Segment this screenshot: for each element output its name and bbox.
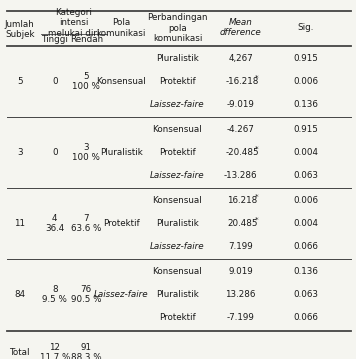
Text: 7
63.6 %: 7 63.6 % — [71, 214, 101, 233]
Text: 76
90.5 %: 76 90.5 % — [71, 285, 101, 304]
Text: Laissez-faire: Laissez-faire — [150, 242, 205, 251]
Text: 0.063: 0.063 — [293, 290, 318, 299]
Text: 4,267: 4,267 — [228, 54, 253, 63]
Text: 4
36.4: 4 36.4 — [45, 214, 64, 233]
Text: 13.286: 13.286 — [225, 290, 256, 299]
Text: Protektif: Protektif — [159, 313, 196, 322]
Text: 0: 0 — [52, 148, 58, 157]
Text: *: * — [255, 217, 258, 223]
Text: 5: 5 — [17, 77, 22, 86]
Text: Laissez-faire: Laissez-faire — [150, 100, 205, 109]
Text: -20.485: -20.485 — [226, 148, 259, 157]
Text: -16.218: -16.218 — [226, 77, 259, 86]
Text: Konsensual: Konsensual — [153, 267, 202, 276]
Text: Sig.: Sig. — [297, 23, 314, 32]
Text: Perbandingan
pola
komunikasi: Perbandingan pola komunikasi — [147, 13, 208, 43]
Text: Mean
dfference: Mean dfference — [220, 18, 262, 37]
Text: Pluralistik: Pluralistik — [156, 54, 199, 63]
Text: 16.218: 16.218 — [227, 196, 257, 205]
Text: 0: 0 — [52, 77, 58, 86]
Text: -7.199: -7.199 — [227, 313, 255, 322]
Text: Konsensual: Konsensual — [96, 77, 146, 86]
Text: 0.066: 0.066 — [293, 313, 318, 322]
Text: 7.199: 7.199 — [228, 242, 253, 251]
Text: Protektif: Protektif — [103, 219, 140, 228]
Text: Konsensual: Konsensual — [153, 125, 202, 134]
Text: 20.485: 20.485 — [227, 219, 258, 228]
Text: 11: 11 — [14, 219, 25, 228]
Text: 0.136: 0.136 — [293, 100, 318, 109]
Text: 0.006: 0.006 — [293, 77, 318, 86]
Text: 0.915: 0.915 — [293, 125, 318, 134]
Text: 91
88.3 %: 91 88.3 % — [71, 342, 101, 359]
Text: 0.004: 0.004 — [293, 148, 318, 157]
Text: Laissez-faire: Laissez-faire — [94, 290, 149, 299]
Text: Pluralistik: Pluralistik — [100, 148, 143, 157]
Text: Tinggi: Tinggi — [41, 35, 68, 45]
Text: Protektif: Protektif — [159, 148, 196, 157]
Text: -4.267: -4.267 — [227, 125, 255, 134]
Text: 9.019: 9.019 — [228, 267, 253, 276]
Text: 12
11.7 %: 12 11.7 % — [40, 342, 70, 359]
Text: 8
9.5 %: 8 9.5 % — [42, 285, 67, 304]
Text: -13.286: -13.286 — [224, 171, 257, 180]
Text: 3
100 %: 3 100 % — [72, 143, 100, 162]
Text: 0.136: 0.136 — [293, 267, 318, 276]
Text: *: * — [255, 75, 258, 81]
Text: 3: 3 — [17, 148, 22, 157]
Text: Rendah: Rendah — [70, 35, 103, 45]
Text: 0.066: 0.066 — [293, 242, 318, 251]
Text: Laissez-faire: Laissez-faire — [150, 171, 205, 180]
Text: 0.004: 0.004 — [293, 219, 318, 228]
Text: *: * — [255, 146, 258, 152]
Text: Pola
komunikasi: Pola komunikasi — [97, 18, 146, 38]
Text: -9.019: -9.019 — [227, 100, 255, 109]
Text: Konsensual: Konsensual — [153, 196, 202, 205]
Text: Kategori
intensi
melukai diri: Kategori intensi melukai diri — [48, 8, 100, 38]
Text: 84: 84 — [14, 290, 25, 299]
Text: Total: Total — [9, 348, 30, 357]
Text: Pluralistik: Pluralistik — [156, 290, 199, 299]
Text: Protektif: Protektif — [159, 77, 196, 86]
Text: 0.063: 0.063 — [293, 171, 318, 180]
Text: 0.915: 0.915 — [293, 54, 318, 63]
Text: 0.006: 0.006 — [293, 196, 318, 205]
Text: Pluralistik: Pluralistik — [156, 219, 199, 228]
Text: Jumlah
Subjek: Jumlah Subjek — [5, 20, 35, 39]
Text: 5
100 %: 5 100 % — [72, 72, 100, 91]
Text: *: * — [255, 194, 258, 200]
